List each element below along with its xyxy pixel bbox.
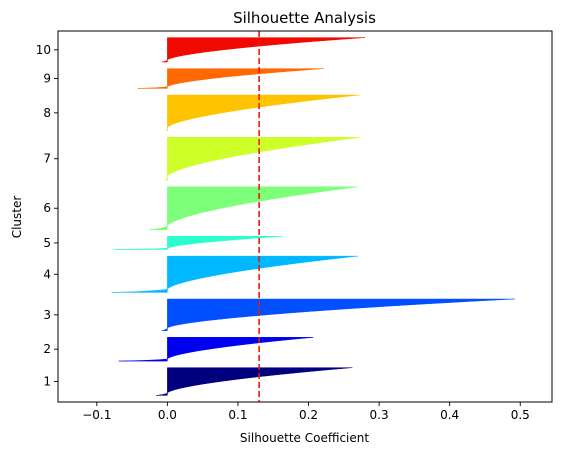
y-tick-label: 4 bbox=[43, 267, 51, 281]
y-tick-label: 5 bbox=[43, 236, 51, 250]
x-tick-label: 0.5 bbox=[511, 408, 530, 422]
x-tick-label: 0.4 bbox=[440, 408, 459, 422]
x-tick-label: 0.0 bbox=[158, 408, 177, 422]
x-tick-label: −0.1 bbox=[82, 408, 111, 422]
x-tick-label: 0.2 bbox=[299, 408, 318, 422]
y-tick-label: 1 bbox=[43, 375, 51, 389]
cluster-1-silhouette bbox=[156, 367, 353, 396]
x-tick-label: 0.1 bbox=[228, 408, 247, 422]
cluster-10-silhouette bbox=[161, 37, 366, 63]
cluster-2-silhouette bbox=[118, 337, 314, 362]
y-tick-label: 10 bbox=[36, 43, 51, 57]
cluster-8-silhouette bbox=[166, 94, 360, 131]
cluster-4-silhouette bbox=[111, 255, 358, 293]
chart-title: Silhouette Analysis bbox=[233, 9, 376, 27]
y-tick-label: 2 bbox=[43, 342, 51, 356]
y-tick-label: 7 bbox=[43, 152, 51, 166]
cluster-9-silhouette bbox=[137, 68, 325, 89]
y-tick-label: 8 bbox=[43, 106, 51, 120]
y-axis-label: Cluster bbox=[10, 196, 24, 239]
cluster-3-silhouette bbox=[161, 298, 515, 331]
x-axis-ticks: −0.1 0.0 0.1 0.2 0.3 0.4 0.5 bbox=[82, 402, 530, 422]
cluster-7-silhouette bbox=[164, 137, 361, 181]
y-tick-label: 9 bbox=[43, 72, 51, 86]
cluster-5-silhouette bbox=[113, 236, 284, 250]
y-tick-label: 6 bbox=[43, 201, 51, 215]
x-axis-label: Silhouette Coefficient bbox=[240, 431, 369, 445]
y-axis-ticks: 1 2 3 4 5 6 7 8 9 10 bbox=[36, 43, 58, 389]
x-tick-label: 0.3 bbox=[370, 408, 389, 422]
axes-frame bbox=[57, 30, 553, 403]
y-tick-label: 3 bbox=[43, 308, 51, 322]
cluster-bars bbox=[111, 37, 515, 396]
cluster-6-silhouette bbox=[149, 186, 358, 230]
